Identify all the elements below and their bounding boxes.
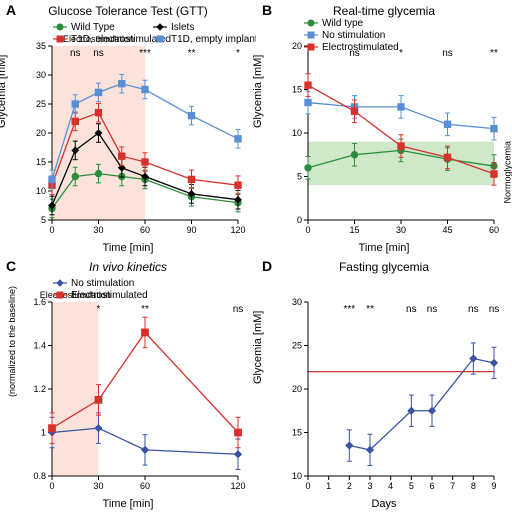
svg-text:25: 25 [292, 341, 302, 351]
svg-text:Wild type: Wild type [322, 18, 364, 29]
svg-text:5: 5 [41, 215, 46, 225]
svg-text:3: 3 [367, 481, 372, 491]
svg-text:6: 6 [429, 481, 434, 491]
svg-text:60: 60 [140, 225, 150, 235]
svg-text:**: ** [188, 48, 196, 59]
figure-grid: A Glucose Tolerance Test (GTT) Glycemia … [0, 0, 512, 512]
svg-text:60: 60 [489, 225, 499, 235]
svg-text:30: 30 [36, 70, 46, 80]
svg-text:2: 2 [347, 481, 352, 491]
svg-text:10: 10 [36, 186, 46, 196]
svg-text:0: 0 [297, 215, 302, 225]
svg-text:1: 1 [41, 428, 46, 438]
svg-text:*: * [399, 48, 403, 59]
svg-text:ns: ns [93, 48, 104, 59]
svg-text:30: 30 [93, 225, 103, 235]
svg-text:No stimulation: No stimulation [322, 30, 385, 41]
svg-text:0: 0 [305, 481, 310, 491]
svg-text:ns: ns [489, 304, 500, 315]
svg-text:0: 0 [305, 225, 310, 235]
svg-text:30: 30 [292, 297, 302, 307]
panel-d: D Fasting glycemia Glycemia [mM] Days 01… [256, 256, 512, 512]
svg-text:20: 20 [292, 384, 302, 394]
svg-text:30: 30 [396, 225, 406, 235]
svg-text:9: 9 [491, 481, 496, 491]
svg-text:45: 45 [442, 225, 452, 235]
svg-text:15: 15 [36, 157, 46, 167]
svg-text:**: ** [141, 304, 149, 315]
panel-a: A Glucose Tolerance Test (GTT) Glycemia … [0, 0, 256, 256]
svg-text:0: 0 [49, 225, 54, 235]
svg-text:25: 25 [36, 99, 46, 109]
svg-text:15: 15 [292, 85, 302, 95]
svg-text:1.4: 1.4 [33, 341, 46, 351]
svg-text:***: *** [139, 48, 151, 59]
svg-text:120: 120 [230, 481, 245, 491]
panel-c: C In vivo kinetics RLU (normalized to th… [0, 256, 256, 512]
svg-text:T1D, empty implant: T1D, empty implant [171, 34, 256, 45]
svg-text:ns: ns [70, 48, 81, 59]
svg-text:10: 10 [292, 471, 302, 481]
svg-text:5: 5 [409, 481, 414, 491]
svg-text:ns: ns [427, 304, 438, 315]
svg-text:***: *** [343, 304, 355, 315]
svg-text:ns: ns [406, 304, 417, 315]
svg-text:1.6: 1.6 [33, 297, 46, 307]
svg-text:4: 4 [388, 481, 393, 491]
svg-text:ns: ns [233, 304, 244, 315]
svg-text:1: 1 [326, 481, 331, 491]
svg-text:0: 0 [49, 481, 54, 491]
svg-text:Electrostimulated: Electrostimulated [71, 290, 148, 301]
svg-text:15: 15 [349, 225, 359, 235]
svg-text:120: 120 [230, 225, 245, 235]
svg-text:ns: ns [468, 304, 479, 315]
svg-text:30: 30 [93, 481, 103, 491]
svg-text:No stimulation: No stimulation [71, 278, 134, 289]
svg-text:20: 20 [36, 128, 46, 138]
svg-text:ns: ns [442, 48, 453, 59]
panel-b: B Real-time glycemia Glycemia [mM] Time … [256, 0, 512, 256]
svg-text:Islets: Islets [171, 22, 194, 33]
svg-text:0.8: 0.8 [33, 471, 46, 481]
svg-text:**: ** [490, 48, 498, 59]
svg-text:90: 90 [186, 225, 196, 235]
svg-text:15: 15 [292, 428, 302, 438]
svg-text:8: 8 [471, 481, 476, 491]
svg-text:*: * [97, 304, 101, 315]
svg-text:7: 7 [450, 481, 455, 491]
svg-text:20: 20 [292, 41, 302, 51]
svg-text:10: 10 [292, 128, 302, 138]
svg-text:**: ** [366, 304, 374, 315]
svg-text:5: 5 [297, 172, 302, 182]
svg-text:Wild Type: Wild Type [71, 22, 115, 33]
svg-text:*: * [236, 48, 240, 59]
svg-text:Electrostimulated: Electrostimulated [322, 42, 399, 53]
svg-text:60: 60 [140, 481, 150, 491]
svg-text:1.2: 1.2 [33, 384, 46, 394]
svg-text:35: 35 [36, 41, 46, 51]
